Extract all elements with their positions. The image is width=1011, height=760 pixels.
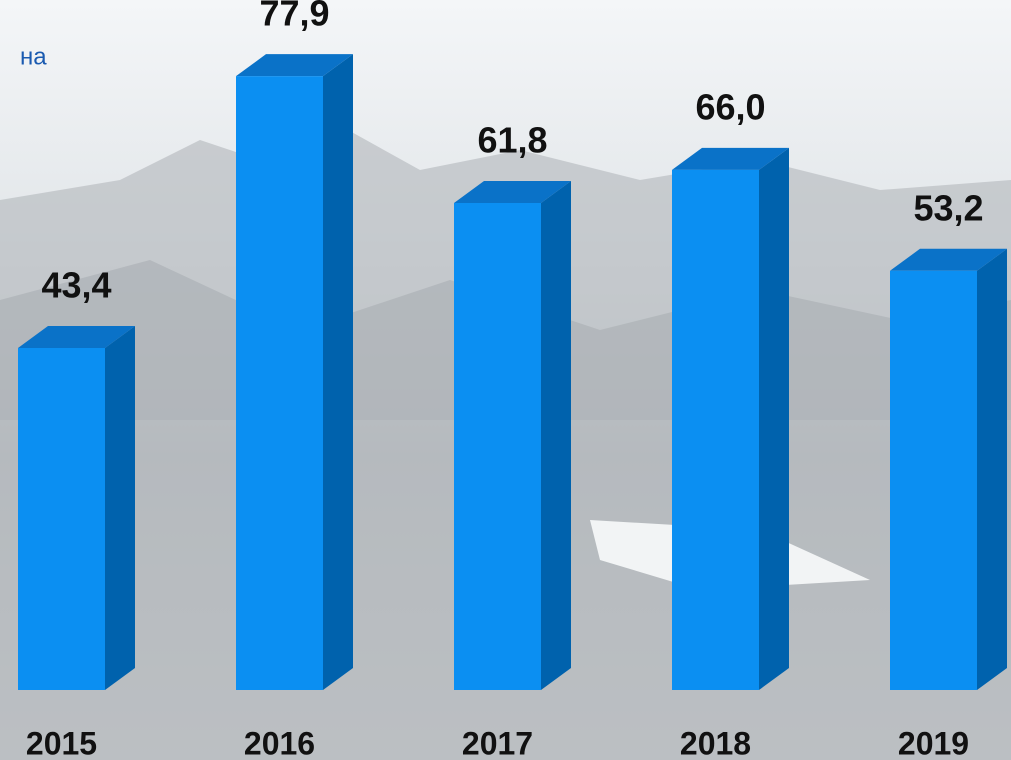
bar-front	[672, 169, 759, 691]
bar-top	[454, 181, 571, 204]
value-label: 43,4	[41, 265, 111, 306]
bar	[672, 147, 789, 691]
bar-side	[541, 181, 571, 691]
bar-front	[18, 348, 105, 690]
bar-front	[454, 203, 541, 691]
value-label: 77,9	[259, 0, 329, 34]
value-label: 53,2	[913, 187, 983, 228]
bar-side	[323, 54, 353, 690]
bar-side	[759, 147, 789, 691]
bar-top	[18, 326, 135, 349]
bar-top	[672, 147, 789, 170]
bar-front	[236, 76, 323, 690]
bar-front	[890, 270, 977, 690]
x-tick-label: 2016	[244, 725, 315, 760]
bar	[236, 54, 353, 690]
bar	[454, 181, 571, 691]
bar	[18, 326, 135, 690]
bar-top	[236, 54, 353, 77]
bar-side	[105, 326, 135, 690]
title: на	[20, 43, 47, 70]
bar	[890, 248, 1007, 690]
value-label: 66,0	[695, 86, 765, 127]
bar-side	[977, 248, 1007, 690]
x-tick-label: 2017	[462, 725, 533, 760]
x-tick-label: 2015	[26, 725, 97, 760]
bar-top	[890, 248, 1007, 271]
value-label: 61,8	[477, 120, 547, 161]
x-tick-label: 2018	[680, 725, 751, 760]
x-tick-label: 2019	[898, 725, 969, 760]
